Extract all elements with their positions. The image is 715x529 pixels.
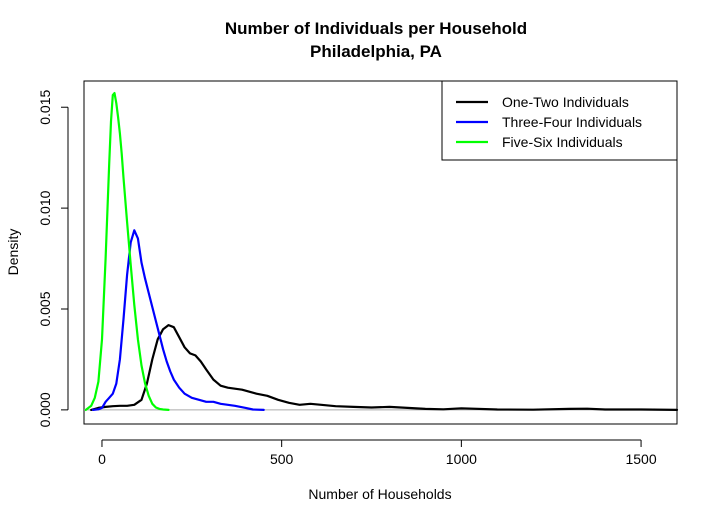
chart-title-line-1: Number of Individuals per Household xyxy=(225,19,527,38)
x-axis-label: Number of Households xyxy=(308,486,451,502)
x-tick-label: 1500 xyxy=(625,451,656,467)
legend: One-Two Individuals Three-Four Individual… xyxy=(441,80,678,161)
x-tick-label: 1000 xyxy=(446,451,477,467)
x-tick-label: 500 xyxy=(270,451,294,467)
y-tick-label: 0.015 xyxy=(37,90,53,125)
legend-box xyxy=(441,80,678,161)
y-axis-label: Density xyxy=(5,229,21,276)
series-line-1 xyxy=(90,324,679,411)
x-axis: 0 500 1000 1500 xyxy=(98,439,657,467)
legend-label-3: Five-Six Individuals xyxy=(502,134,623,150)
chart-title-line-2: Philadelphia, PA xyxy=(310,42,442,61)
series-line-2 xyxy=(91,229,265,411)
x-tick-label: 0 xyxy=(98,451,106,467)
y-tick-label: 0.005 xyxy=(37,291,53,326)
series-layer xyxy=(84,91,679,411)
legend-label-2: Three-Four Individuals xyxy=(502,114,642,130)
plot-area-frame xyxy=(83,80,678,425)
series-line-3 xyxy=(84,91,170,411)
y-tick-label: 0.010 xyxy=(37,190,53,225)
legend-label-1: One-Two Individuals xyxy=(502,94,629,110)
y-axis: 0.000 0.005 0.010 0.015 xyxy=(37,90,69,427)
y-tick-label: 0.000 xyxy=(37,392,53,427)
